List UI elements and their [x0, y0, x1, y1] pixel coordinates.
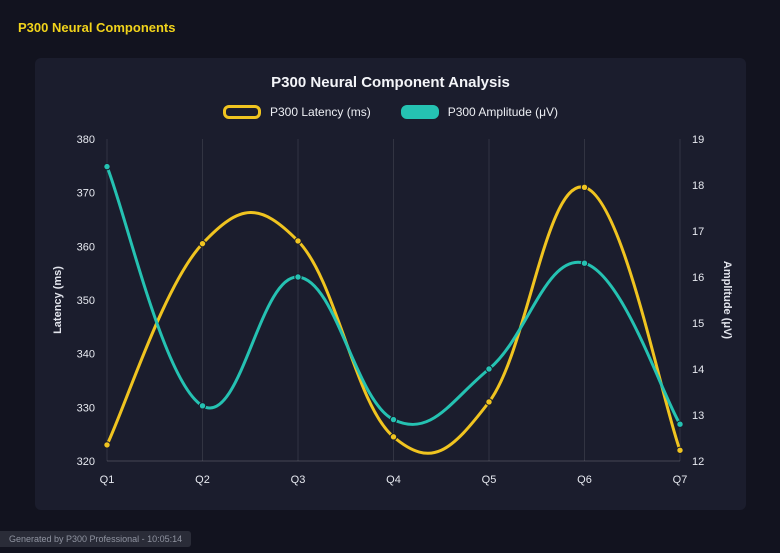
svg-text:360: 360 — [77, 241, 95, 253]
chart-card: P300 Neural Component Analysis P300 Late… — [35, 58, 746, 510]
chart-title: P300 Neural Component Analysis — [271, 74, 510, 91]
page-title: P300 Neural Components — [18, 20, 176, 35]
svg-text:16: 16 — [692, 272, 704, 284]
svg-text:12: 12 — [692, 456, 704, 468]
svg-text:370: 370 — [77, 188, 95, 200]
svg-text:Q2: Q2 — [195, 474, 210, 486]
svg-text:Latency (ms): Latency (ms) — [52, 266, 64, 334]
svg-text:15: 15 — [692, 318, 704, 330]
legend-label: P300 Latency (ms) — [269, 105, 371, 119]
svg-text:380: 380 — [77, 134, 95, 146]
footer-status: Generated by P300 Professional - 10:05:1… — [0, 531, 192, 547]
svg-text:330: 330 — [77, 402, 95, 414]
svg-text:13: 13 — [692, 410, 704, 422]
svg-text:19: 19 — [692, 134, 704, 146]
line-chart: 320 330 340 350 360 370 380 12 13 14 15 16 17 18 19 Q1 Q… — [52, 134, 732, 486]
legend-swatch — [400, 105, 439, 119]
svg-text:Amplitude (μV): Amplitude (μV) — [721, 261, 732, 340]
svg-text:17: 17 — [692, 226, 704, 238]
svg-text:Q1: Q1 — [100, 474, 115, 486]
chart-legend: P300 Latency (ms) P300 Amplitude (μV) — [35, 105, 746, 119]
legend-item[interactable]: P300 Latency (ms) — [222, 105, 371, 119]
svg-text:Q4: Q4 — [386, 474, 401, 486]
svg-text:Q7: Q7 — [673, 474, 688, 486]
svg-text:Q6: Q6 — [577, 474, 592, 486]
svg-text:320: 320 — [77, 456, 95, 468]
svg-text:340: 340 — [77, 349, 95, 361]
svg-text:Q3: Q3 — [291, 474, 306, 486]
svg-text:350: 350 — [77, 295, 95, 307]
svg-text:14: 14 — [692, 364, 704, 376]
legend-label: P300 Amplitude (μV) — [447, 105, 559, 119]
legend-item[interactable]: P300 Amplitude (μV) — [400, 105, 559, 119]
svg-text:18: 18 — [692, 180, 704, 192]
legend-swatch — [222, 105, 261, 119]
svg-text:Q5: Q5 — [482, 474, 497, 486]
